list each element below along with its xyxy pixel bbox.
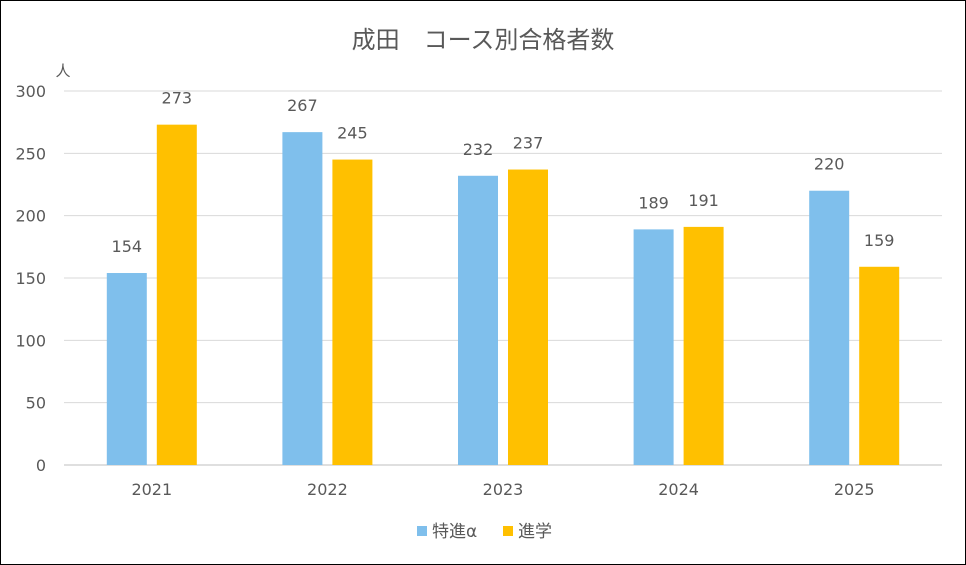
legend-label: 特進α	[432, 522, 477, 542]
y-axis-unit-label: 人	[55, 62, 70, 80]
data-label: 220	[814, 155, 845, 174]
y-tick-label: 50	[26, 394, 46, 413]
y-tick-label: 100	[15, 331, 46, 350]
data-label: 159	[864, 231, 895, 250]
chart-title: 成田 コース別合格者数	[352, 26, 615, 54]
y-tick-label: 250	[15, 144, 46, 163]
x-tick-label: 2021	[131, 480, 172, 499]
legend-swatch	[503, 526, 513, 536]
y-tick-label: 300	[15, 82, 46, 101]
bar-tokushin	[458, 175, 498, 466]
x-tick-label: 2023	[483, 480, 524, 499]
bar-shingaku	[508, 169, 548, 466]
bar-shingaku	[859, 266, 900, 465]
y-tick-label: 200	[15, 207, 46, 226]
data-label: 189	[638, 193, 669, 212]
legend-label: 進学	[518, 522, 552, 542]
bar-shingaku	[156, 124, 197, 465]
x-tick-label: 2022	[307, 480, 348, 499]
data-label: 154	[112, 237, 143, 256]
bar-shingaku	[683, 226, 724, 465]
y-tick-label: 150	[15, 269, 46, 288]
bar-tokushin	[282, 132, 323, 465]
data-label: 237	[513, 134, 544, 153]
x-tick-label: 2025	[834, 480, 875, 499]
x-tick-label: 2024	[658, 480, 699, 499]
data-label: 232	[463, 140, 494, 159]
data-label: 267	[287, 96, 318, 115]
legend-swatch	[417, 526, 427, 536]
bar-tokushin	[633, 229, 674, 465]
bar-tokushin	[106, 273, 147, 465]
y-tick-label: 0	[36, 456, 46, 475]
bar-tokushin	[809, 190, 850, 465]
data-label: 191	[688, 191, 719, 210]
data-label: 273	[162, 89, 193, 108]
data-label: 245	[337, 124, 368, 143]
bar-shingaku	[332, 159, 373, 466]
